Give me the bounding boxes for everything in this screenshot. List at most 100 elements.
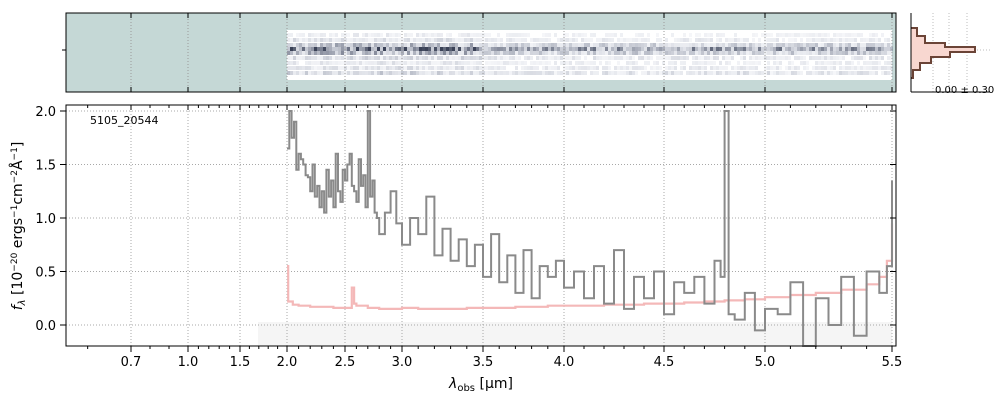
twod-pixel bbox=[605, 51, 608, 55]
twod-pixel bbox=[320, 71, 323, 75]
twod-pixel bbox=[305, 47, 308, 51]
twod-pixel bbox=[752, 51, 755, 55]
twod-pixel bbox=[839, 71, 842, 75]
twod-pixel bbox=[686, 56, 689, 60]
twod-pixel bbox=[494, 71, 497, 75]
twod-pixel bbox=[599, 56, 602, 60]
twod-pixel bbox=[587, 43, 590, 47]
twod-pixel bbox=[653, 61, 656, 65]
twod-pixel bbox=[821, 38, 824, 42]
twod-pixel bbox=[887, 61, 890, 65]
twod-pixel bbox=[296, 43, 299, 47]
twod-pixel bbox=[467, 51, 470, 55]
twod-pixel bbox=[734, 47, 737, 51]
twod-pixel bbox=[383, 38, 386, 42]
twod-pixel bbox=[530, 66, 533, 70]
twod-pixel bbox=[452, 51, 455, 55]
twod-pixel bbox=[392, 38, 395, 42]
twod-pixel bbox=[380, 61, 383, 65]
twod-pixel bbox=[815, 61, 818, 65]
twod-pixel bbox=[671, 47, 674, 51]
twod-pixel bbox=[410, 56, 413, 60]
twod-pixel bbox=[617, 61, 620, 65]
twod-pixel bbox=[599, 43, 602, 47]
twod-pixel bbox=[641, 38, 644, 42]
twod-pixel bbox=[443, 43, 446, 47]
twod-pixel bbox=[665, 71, 668, 75]
twod-pixel bbox=[608, 66, 611, 70]
twod-pixel bbox=[425, 33, 428, 37]
twod-pixel bbox=[365, 51, 368, 55]
twod-pixel bbox=[308, 51, 311, 55]
twod-pixel bbox=[674, 56, 677, 60]
twod-pixel bbox=[548, 38, 551, 42]
twod-pixel bbox=[314, 38, 317, 42]
twod-pixel bbox=[749, 51, 752, 55]
twod-pixel bbox=[320, 33, 323, 37]
twod-pixel bbox=[884, 47, 887, 51]
twod-pixel bbox=[674, 38, 677, 42]
twod-pixel bbox=[305, 51, 308, 55]
twod-pixel bbox=[797, 47, 800, 51]
x-tick-label: 4.0 bbox=[554, 355, 575, 370]
twod-pixel bbox=[848, 43, 851, 47]
twod-pixel bbox=[836, 47, 839, 51]
twod-pixel bbox=[854, 33, 857, 37]
twod-pixel bbox=[317, 33, 320, 37]
twod-pixel bbox=[560, 71, 563, 75]
twod-pixel bbox=[836, 56, 839, 60]
twod-pixel bbox=[479, 56, 482, 60]
twod-pixel bbox=[674, 61, 677, 65]
twod-pixel bbox=[386, 51, 389, 55]
twod-pixel bbox=[767, 33, 770, 37]
twod-pixel bbox=[818, 43, 821, 47]
twod-pixel bbox=[563, 61, 566, 65]
twod-pixel bbox=[668, 56, 671, 60]
twod-pixel bbox=[536, 56, 539, 60]
twod-pixel bbox=[725, 43, 728, 47]
twod-pixel bbox=[839, 51, 842, 55]
twod-pixel bbox=[533, 71, 536, 75]
twod-pixel bbox=[629, 66, 632, 70]
twod-pixel bbox=[467, 43, 470, 47]
twod-pixel bbox=[422, 66, 425, 70]
twod-pixel bbox=[380, 71, 383, 75]
twod-pixel bbox=[503, 56, 506, 60]
twod-pixel bbox=[362, 43, 365, 47]
twod-pixel bbox=[395, 51, 398, 55]
twod-pixel bbox=[485, 71, 488, 75]
twod-pixel bbox=[350, 66, 353, 70]
twod-pixel bbox=[530, 71, 533, 75]
twod-pixel bbox=[581, 61, 584, 65]
twod-pixel bbox=[575, 33, 578, 37]
twod-pixel bbox=[602, 71, 605, 75]
twod-pixel bbox=[566, 43, 569, 47]
twod-pixel bbox=[878, 51, 881, 55]
twod-pixel bbox=[410, 47, 413, 51]
twod-pixel bbox=[695, 66, 698, 70]
twod-pixel bbox=[506, 33, 509, 37]
twod-pixel bbox=[596, 66, 599, 70]
twod-pixel bbox=[497, 71, 500, 75]
twod-pixel bbox=[404, 71, 407, 75]
twod-pixel bbox=[410, 66, 413, 70]
twod-pixel bbox=[806, 47, 809, 51]
twod-pixel bbox=[290, 51, 293, 55]
twod-pixel bbox=[659, 47, 662, 51]
twod-pixel bbox=[407, 71, 410, 75]
twod-pixel bbox=[338, 61, 341, 65]
twod-pixel bbox=[836, 71, 839, 75]
twod-pixel bbox=[758, 43, 761, 47]
twod-pixel bbox=[770, 47, 773, 51]
twod-pixel bbox=[380, 38, 383, 42]
twod-pixel bbox=[359, 61, 362, 65]
twod-pixel bbox=[641, 51, 644, 55]
y-tick-label: 1.0 bbox=[35, 212, 56, 227]
twod-pixel bbox=[566, 61, 569, 65]
twod-pixel bbox=[329, 71, 332, 75]
twod-pixel bbox=[782, 33, 785, 37]
twod-pixel bbox=[755, 33, 758, 37]
twod-pixel bbox=[767, 66, 770, 70]
twod-pixel bbox=[320, 43, 323, 47]
twod-pixel bbox=[422, 38, 425, 42]
